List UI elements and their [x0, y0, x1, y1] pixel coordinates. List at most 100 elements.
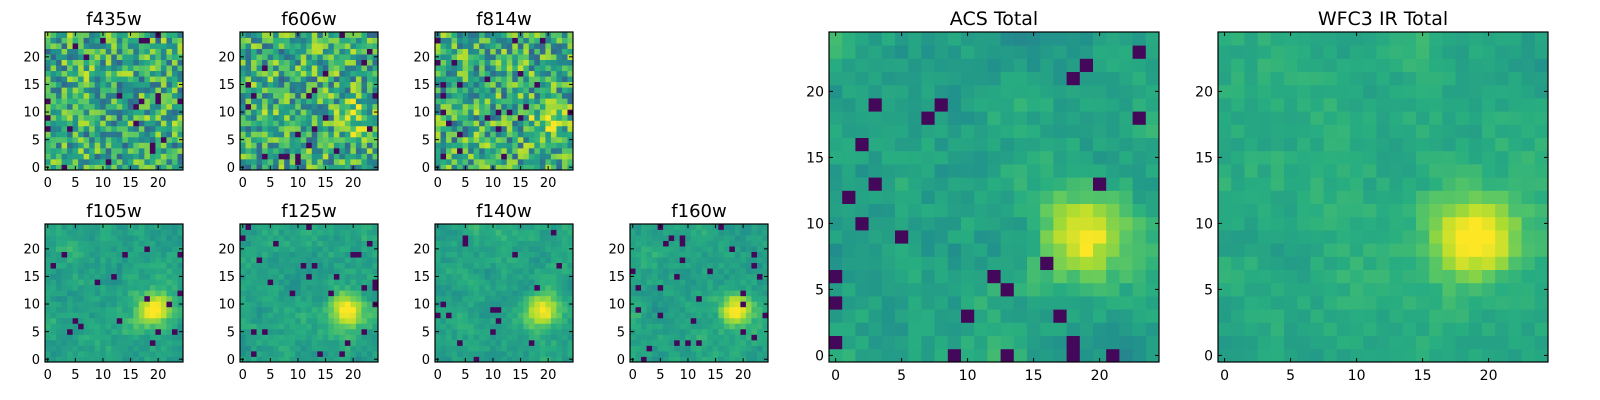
heatmap-cell — [1106, 348, 1120, 363]
heatmap-cell — [657, 306, 664, 313]
heatmap-cell — [501, 273, 508, 280]
heatmap-cell — [256, 262, 263, 269]
heatmap-cell — [122, 164, 129, 171]
heatmap-cell — [289, 339, 296, 346]
heatmap-cell — [451, 284, 458, 291]
heatmap-cell — [89, 125, 96, 132]
heatmap-cell — [534, 279, 541, 286]
heatmap-cell — [1093, 243, 1107, 257]
heatmap-cell — [440, 48, 447, 55]
heatmap-cell — [355, 323, 362, 330]
heatmap-cell — [177, 158, 184, 165]
heatmap-cell — [468, 334, 475, 341]
heatmap-cell — [72, 301, 79, 308]
heatmap-cell — [451, 87, 458, 94]
heatmap-cell — [723, 290, 730, 297]
heatmap-cell — [245, 147, 252, 154]
heatmap-cell — [512, 48, 519, 55]
heatmap-cell — [468, 125, 475, 132]
heatmap-cell — [495, 32, 502, 38]
heatmap-cell — [501, 246, 508, 252]
heatmap-cell — [1066, 348, 1081, 363]
heatmap-cell — [701, 224, 708, 230]
y-tick-label: 15 — [218, 270, 235, 285]
heatmap-cell — [446, 295, 452, 302]
heatmap-cell — [630, 290, 636, 297]
heatmap-cell — [707, 229, 714, 236]
heatmap-cell — [56, 279, 62, 286]
heatmap-cell — [50, 290, 57, 297]
heatmap-cell — [45, 65, 51, 72]
heatmap-cell — [317, 240, 324, 247]
heatmap-cell — [78, 164, 85, 171]
heatmap-cell — [556, 142, 563, 149]
heatmap-cell — [138, 54, 145, 60]
heatmap-cell — [177, 103, 184, 110]
heatmap-cell — [512, 301, 519, 308]
heatmap-cell — [72, 295, 79, 302]
heatmap-cell — [961, 282, 975, 297]
heatmap-cell — [100, 70, 107, 77]
heatmap-cell — [171, 279, 178, 286]
heatmap-cell — [166, 32, 173, 38]
heatmap-cell — [1079, 282, 1094, 297]
heatmap-cell — [1027, 230, 1041, 244]
heatmap-cell — [350, 109, 357, 116]
heatmap-cell — [144, 339, 151, 346]
heatmap-cell — [641, 317, 647, 324]
heatmap-cell — [479, 323, 486, 330]
heatmap-cell — [350, 257, 357, 264]
heatmap-cell — [94, 158, 101, 165]
heatmap-cell — [630, 295, 636, 302]
heatmap-cell — [339, 240, 346, 247]
heatmap-cell — [372, 224, 379, 230]
heatmap-cell — [94, 76, 101, 83]
heatmap-cell — [451, 279, 458, 286]
heatmap-cell — [328, 109, 335, 116]
heatmap-cell — [344, 103, 351, 110]
x-tick-label: 0 — [239, 176, 247, 191]
heatmap-cell — [45, 37, 51, 44]
heatmap-cell — [528, 76, 535, 83]
heatmap-cell — [45, 251, 51, 258]
heatmap-cell — [528, 246, 535, 252]
heatmap-cell — [72, 103, 79, 110]
heatmap-cell — [435, 350, 441, 357]
heatmap-cell — [561, 240, 568, 247]
heatmap-cell — [462, 158, 469, 165]
heatmap-cell — [451, 328, 458, 335]
heatmap-cell — [273, 76, 280, 83]
heatmap-cell — [718, 350, 725, 357]
heatmap-cell — [350, 147, 357, 154]
heatmap-cell — [457, 114, 463, 121]
heatmap-cell — [712, 301, 719, 308]
heatmap-cell — [50, 136, 57, 143]
heatmap-cell — [317, 120, 324, 127]
heatmap-cell — [457, 235, 463, 241]
heatmap-cell — [868, 230, 883, 244]
x-tick-label: 5 — [71, 176, 79, 191]
heatmap-cell — [122, 246, 129, 252]
heatmap-cell — [160, 81, 167, 88]
heatmap-cell — [366, 98, 373, 105]
heatmap-cell — [550, 131, 557, 138]
heatmap-cell — [473, 262, 480, 269]
heatmap-cell — [490, 76, 497, 83]
heatmap-cell — [1027, 190, 1041, 204]
heatmap-cell — [652, 235, 658, 241]
heatmap-cell — [663, 279, 670, 286]
heatmap-cell — [245, 268, 252, 275]
heatmap-cell — [339, 290, 346, 297]
heatmap-cell — [446, 240, 452, 247]
heatmap-cell — [50, 350, 57, 357]
heatmap-cell — [517, 306, 524, 313]
y-tick-label: 20 — [608, 243, 625, 258]
heatmap-cell — [366, 37, 373, 44]
heatmap-cell — [457, 92, 463, 99]
heatmap-cell — [317, 65, 324, 72]
heatmap-cell — [138, 295, 145, 302]
heatmap-cell — [435, 87, 441, 94]
heatmap-cell — [116, 345, 123, 352]
heatmap-cell — [961, 335, 975, 350]
heatmap-cell — [256, 48, 263, 55]
